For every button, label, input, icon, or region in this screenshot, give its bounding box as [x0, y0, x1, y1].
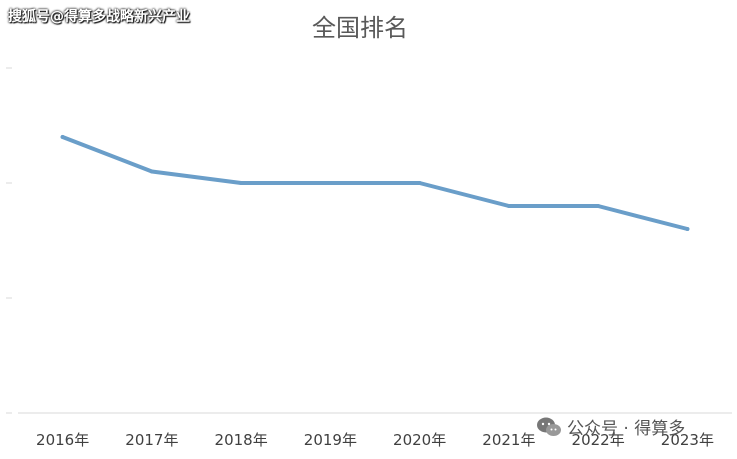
- wechat-icon: [537, 417, 561, 436]
- data-point-3: [328, 181, 333, 185]
- x-tick-label: 2023年: [661, 431, 714, 449]
- x-tick-label: 2021年: [482, 431, 535, 449]
- watermark-bottom-text: 公众号 · 得算多: [567, 419, 686, 439]
- x-tick-label: 2017年: [125, 431, 178, 449]
- x-axis-labels: 2016年 2017年 2018年 2019年 2020年 2021年 2022年 2023年: [36, 431, 714, 449]
- data-point-1: [149, 169, 154, 174]
- x-tick-label: 2016年: [36, 431, 89, 449]
- data-point-4: [417, 181, 422, 185]
- y-axis-ticks: [6, 67, 12, 414]
- data-point-6: [596, 204, 601, 208]
- x-tick-label: 2020年: [393, 431, 446, 449]
- data-point-0: [60, 135, 65, 139]
- x-tick-label: 2022年: [572, 431, 625, 449]
- x-tick-label: 2018年: [215, 431, 268, 449]
- watermark-top: 搜狐号@得算多战略新兴产业: [8, 9, 190, 25]
- chart-title: 全国排名: [312, 14, 408, 42]
- data-point-7: [685, 227, 690, 231]
- x-tick-label: 2019年: [304, 431, 357, 449]
- data-point-2: [239, 181, 244, 185]
- data-point-5: [506, 204, 511, 208]
- watermark-bottom: 公众号 · 得算多: [536, 414, 685, 439]
- series-line: [60, 135, 690, 231]
